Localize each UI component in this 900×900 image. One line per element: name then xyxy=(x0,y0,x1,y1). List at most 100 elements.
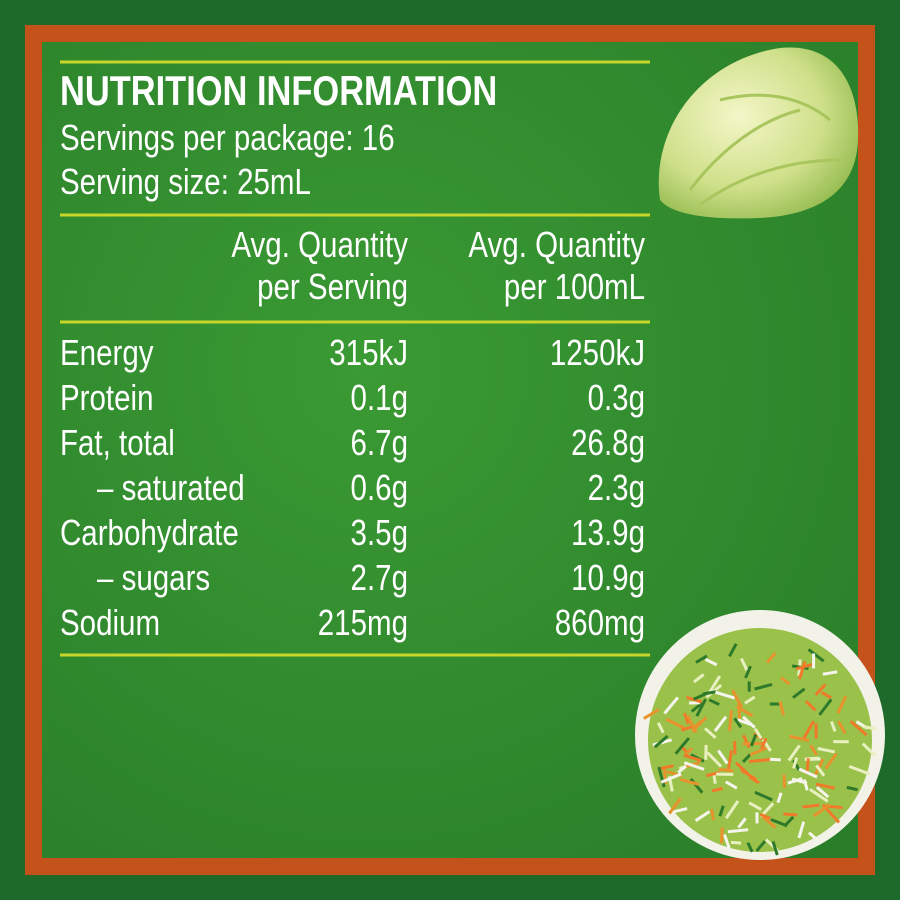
shred xyxy=(686,714,698,734)
shred xyxy=(736,705,754,718)
shred xyxy=(716,772,734,776)
shred xyxy=(759,802,775,818)
shred xyxy=(770,818,788,828)
shred xyxy=(683,753,702,762)
shred xyxy=(820,691,832,700)
shred xyxy=(681,725,693,732)
per-100ml: 0.3g xyxy=(588,377,645,417)
shred xyxy=(818,698,833,716)
shred xyxy=(737,718,753,727)
shred xyxy=(787,777,803,785)
shred xyxy=(846,785,858,792)
shred xyxy=(749,758,771,764)
shred xyxy=(674,737,691,755)
salad-bowl-image xyxy=(635,610,885,860)
nutrient-name: Fat, total xyxy=(60,422,175,462)
shred xyxy=(822,670,838,676)
shred xyxy=(704,657,718,667)
per-100ml: 26.8g xyxy=(571,422,645,462)
shred xyxy=(733,717,743,729)
shred xyxy=(814,723,818,739)
shred xyxy=(824,752,838,770)
shred xyxy=(668,807,688,815)
per-serving: 215mg xyxy=(318,602,408,642)
shred xyxy=(744,665,752,679)
shred xyxy=(817,747,836,754)
shred xyxy=(727,828,749,834)
shred xyxy=(723,834,732,852)
shred xyxy=(653,734,669,749)
lettuce-image xyxy=(658,47,859,219)
shred xyxy=(727,709,733,732)
per-100ml: 10.9g xyxy=(571,557,645,597)
shred xyxy=(728,643,738,658)
shred xyxy=(759,812,771,820)
shred xyxy=(705,771,720,778)
shred xyxy=(789,734,810,742)
shred xyxy=(660,772,682,784)
shred xyxy=(748,801,762,811)
shred xyxy=(754,683,773,691)
shred xyxy=(679,778,700,786)
column-header: per Serving xyxy=(257,266,408,306)
per-100ml: 13.9g xyxy=(571,512,645,552)
shred xyxy=(724,800,740,820)
shred xyxy=(848,764,871,776)
shred xyxy=(771,841,779,856)
shred xyxy=(665,717,685,730)
per-serving: 0.6g xyxy=(351,467,408,507)
shred xyxy=(753,727,763,740)
shred xyxy=(683,761,705,771)
shred xyxy=(798,767,818,779)
shred xyxy=(783,812,798,817)
shred xyxy=(761,815,777,829)
shred xyxy=(802,720,815,740)
shred xyxy=(659,764,674,771)
shred xyxy=(706,751,723,768)
shred xyxy=(815,764,826,777)
shred xyxy=(812,653,816,669)
shred xyxy=(769,702,782,706)
shred xyxy=(836,695,848,714)
column-header: per 100mL xyxy=(504,266,645,306)
nutrient-name: Sodium xyxy=(60,602,160,642)
serving-size: Serving size: 25mL xyxy=(60,161,311,201)
shred xyxy=(683,712,690,725)
shred xyxy=(741,753,752,764)
shred xyxy=(760,737,768,750)
title: NUTRITION INFORMATION xyxy=(60,68,497,115)
shred xyxy=(805,758,810,775)
shred xyxy=(755,840,767,852)
shred xyxy=(713,715,728,732)
nutrient-name: Protein xyxy=(60,377,153,417)
nutrient-name: Carbohydrate xyxy=(60,512,239,552)
shred xyxy=(730,840,742,845)
shred xyxy=(708,698,720,706)
servings: Servings per package: 16 xyxy=(60,117,395,157)
shred xyxy=(749,746,768,757)
shred xyxy=(792,757,799,769)
shred xyxy=(862,725,877,731)
shred xyxy=(780,676,791,686)
shred xyxy=(861,742,877,757)
nutrient-name: – saturated xyxy=(97,467,245,507)
shred xyxy=(694,810,711,822)
shred xyxy=(739,657,749,672)
shred xyxy=(747,681,751,692)
shred xyxy=(746,842,754,853)
shred xyxy=(823,806,841,824)
shred xyxy=(692,691,709,701)
shred xyxy=(731,689,744,708)
shred xyxy=(711,786,723,793)
shred xyxy=(833,740,849,744)
shred xyxy=(690,701,704,713)
shred xyxy=(754,790,773,802)
shred xyxy=(643,708,660,720)
shred xyxy=(695,654,708,664)
shred xyxy=(807,648,825,663)
shred xyxy=(836,720,847,735)
shred xyxy=(776,792,783,804)
per-serving: 2.7g xyxy=(351,557,408,597)
shred xyxy=(714,690,736,700)
